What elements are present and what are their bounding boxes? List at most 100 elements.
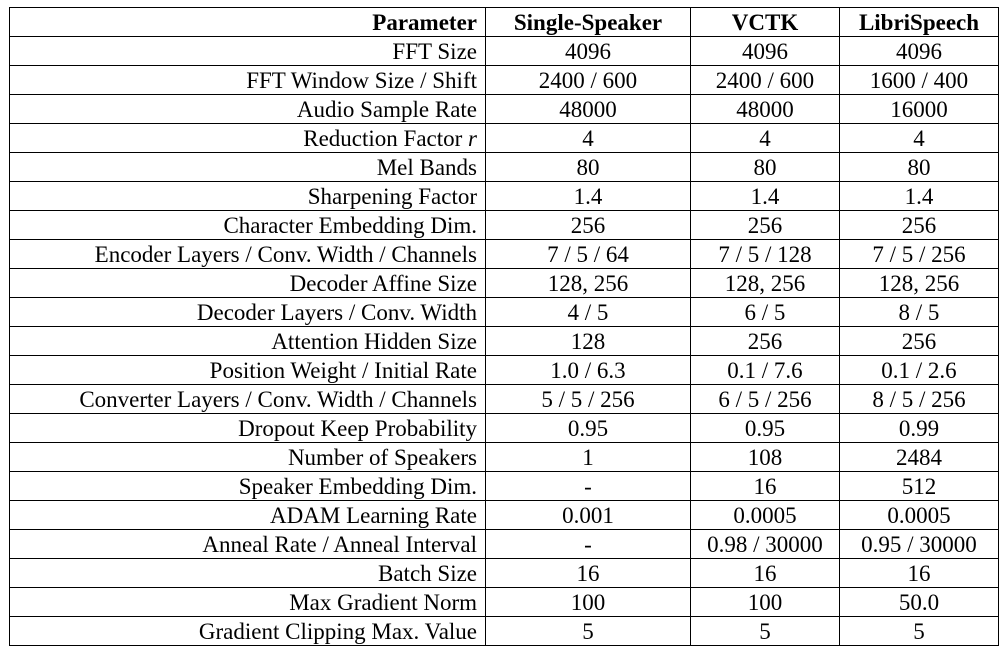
value-cell-single-speaker: 4 bbox=[485, 123, 691, 153]
value-cell-vctk: 6 / 5 bbox=[690, 297, 840, 327]
table-row: FFT Window Size / Shift 2400 / 600 2400 / … bbox=[9, 65, 999, 95]
value-cell-librispeech: 50.0 bbox=[839, 587, 999, 617]
value-cell-vctk: 4 bbox=[690, 123, 840, 153]
parameter-name: Reduction Factor bbox=[303, 125, 463, 151]
parameter-name-cell: Max Gradient Norm bbox=[9, 587, 486, 617]
parameter-name: Encoder Layers / Conv. Width / Channels bbox=[94, 241, 477, 267]
value-cell-librispeech: 0.1 / 2.6 bbox=[839, 355, 999, 385]
value-cell-librispeech: 7 / 5 / 256 bbox=[839, 239, 999, 269]
value-cell-vctk: 7 / 5 / 128 bbox=[690, 239, 840, 269]
value-cell-librispeech: 16000 bbox=[839, 94, 999, 124]
value-cell-single-speaker: 100 bbox=[485, 587, 691, 617]
value-cell-librispeech: 128, 256 bbox=[839, 268, 999, 298]
value-cell-single-speaker: 4096 bbox=[485, 36, 691, 66]
hyperparameter-table: Parameter Single-Speaker VCTK LibriSpeec… bbox=[9, 7, 999, 646]
parameter-name: Attention Hidden Size bbox=[271, 328, 477, 354]
table-row: Max Gradient Norm 100 100 50.0 bbox=[9, 587, 999, 617]
value-cell-single-speaker: 0.001 bbox=[485, 500, 691, 530]
parameter-name-cell: Batch Size bbox=[9, 558, 486, 588]
value-cell-librispeech: 0.95 / 30000 bbox=[839, 529, 999, 559]
value-cell-librispeech: 0.99 bbox=[839, 413, 999, 443]
table-row: Speaker Embedding Dim. -16 512 bbox=[9, 471, 999, 501]
value-cell-vctk: 16 bbox=[690, 558, 840, 588]
parameter-name-cell: Mel Bands bbox=[9, 152, 486, 182]
value-cell-vctk: 0.98 / 30000 bbox=[690, 529, 840, 559]
table-wrapper: Parameter Single-Speaker VCTK LibriSpeec… bbox=[9, 7, 999, 646]
value-cell-single-speaker: 128 bbox=[485, 326, 691, 356]
value-cell-vctk: 5 bbox=[690, 616, 840, 646]
value-cell-single-speaker: 48000 bbox=[485, 94, 691, 124]
value-cell-vctk: 0.0005 bbox=[690, 500, 840, 530]
value-cell-single-speaker: - bbox=[485, 471, 691, 501]
parameter-name: Batch Size bbox=[378, 560, 477, 586]
table-row: Dropout Keep Probability 0.95 0.95 0.99 bbox=[9, 413, 999, 443]
value-cell-single-speaker: 1 bbox=[485, 442, 691, 472]
parameter-name-cell: FFT Size bbox=[9, 36, 486, 66]
table-row: Mel Bands 80 80 80 bbox=[9, 152, 999, 182]
parameter-name-cell: Reduction Factor r bbox=[9, 123, 486, 153]
value-cell-vctk: 256 bbox=[690, 210, 840, 240]
value-cell-single-speaker: 1.4 bbox=[485, 181, 691, 211]
header-parameter: Parameter bbox=[9, 7, 486, 37]
value-cell-vctk: 108 bbox=[690, 442, 840, 472]
value-cell-librispeech: 8 / 5 bbox=[839, 297, 999, 327]
parameter-name: Converter Layers / Conv. Width / Channel… bbox=[79, 386, 477, 412]
value-cell-librispeech: 0.0005 bbox=[839, 500, 999, 530]
value-cell-vctk: 80 bbox=[690, 152, 840, 182]
table-row: Attention Hidden Size 128 256 256 bbox=[9, 326, 999, 356]
value-cell-librispeech: 5 bbox=[839, 616, 999, 646]
value-cell-single-speaker: 4 / 5 bbox=[485, 297, 691, 327]
parameter-name: Position Weight / Initial Rate bbox=[209, 357, 477, 383]
parameter-name: Max Gradient Norm bbox=[289, 589, 477, 615]
value-cell-single-speaker: 5 bbox=[485, 616, 691, 646]
parameter-name-cell: Speaker Embedding Dim. bbox=[9, 471, 486, 501]
value-cell-single-speaker: 80 bbox=[485, 152, 691, 182]
parameter-name-cell: Attention Hidden Size bbox=[9, 326, 486, 356]
parameter-variable: r bbox=[468, 125, 477, 151]
table-row: ADAM Learning Rate 0.001 0.0005 0.0005 bbox=[9, 500, 999, 530]
parameter-name-cell: FFT Window Size / Shift bbox=[9, 65, 486, 95]
value-cell-single-speaker: 128, 256 bbox=[485, 268, 691, 298]
table-row: Gradient Clipping Max. Value 5 5 5 bbox=[9, 616, 999, 646]
value-cell-vctk: 0.95 bbox=[690, 413, 840, 443]
parameter-name-cell: Encoder Layers / Conv. Width / Channels bbox=[9, 239, 486, 269]
value-cell-librispeech: 8 / 5 / 256 bbox=[839, 384, 999, 414]
header-row: Parameter Single-Speaker VCTK LibriSpeec… bbox=[9, 7, 999, 37]
value-cell-single-speaker: 256 bbox=[485, 210, 691, 240]
table-row: Anneal Rate / Anneal Interval -0.98 / 300… bbox=[9, 529, 999, 559]
value-cell-single-speaker: 5 / 5 / 256 bbox=[485, 384, 691, 414]
value-cell-vctk: 100 bbox=[690, 587, 840, 617]
value-cell-librispeech: 256 bbox=[839, 326, 999, 356]
value-cell-librispeech: 2484 bbox=[839, 442, 999, 472]
parameter-name-cell: Anneal Rate / Anneal Interval bbox=[9, 529, 486, 559]
table-row: Sharpening Factor 1.4 1.4 1.4 bbox=[9, 181, 999, 211]
value-cell-vctk: 256 bbox=[690, 326, 840, 356]
parameter-name-cell: Audio Sample Rate bbox=[9, 94, 486, 124]
parameter-name-cell: Converter Layers / Conv. Width / Channel… bbox=[9, 384, 486, 414]
value-cell-single-speaker: 0.95 bbox=[485, 413, 691, 443]
table-row: Decoder Affine Size 128, 256 128, 256 128, … bbox=[9, 268, 999, 298]
value-cell-librispeech: 4096 bbox=[839, 36, 999, 66]
parameter-name: Dropout Keep Probability bbox=[238, 415, 477, 441]
parameter-name-cell: Position Weight / Initial Rate bbox=[9, 355, 486, 385]
value-cell-vctk: 0.1 / 7.6 bbox=[690, 355, 840, 385]
parameter-name: Speaker Embedding Dim. bbox=[238, 473, 477, 499]
value-cell-single-speaker: 7 / 5 / 64 bbox=[485, 239, 691, 269]
parameter-name: Number of Speakers bbox=[287, 444, 477, 470]
table-row: Batch Size 16 16 16 bbox=[9, 558, 999, 588]
parameter-name: Gradient Clipping Max. Value bbox=[198, 618, 477, 644]
value-cell-librispeech: 16 bbox=[839, 558, 999, 588]
value-cell-single-speaker: 16 bbox=[485, 558, 691, 588]
value-cell-vctk: 48000 bbox=[690, 94, 840, 124]
table-row: Position Weight / Initial Rate 1.0 / 6.3 0… bbox=[9, 355, 999, 385]
parameter-name: Sharpening Factor bbox=[307, 183, 477, 209]
parameter-name: Audio Sample Rate bbox=[296, 96, 477, 122]
value-cell-vctk: 4096 bbox=[690, 36, 840, 66]
value-cell-librispeech: 80 bbox=[839, 152, 999, 182]
value-cell-librispeech: 4 bbox=[839, 123, 999, 153]
parameter-name-cell: Decoder Affine Size bbox=[9, 268, 486, 298]
table-row: Audio Sample Rate 48000 48000 16000 bbox=[9, 94, 999, 124]
parameter-name-cell: Sharpening Factor bbox=[9, 181, 486, 211]
